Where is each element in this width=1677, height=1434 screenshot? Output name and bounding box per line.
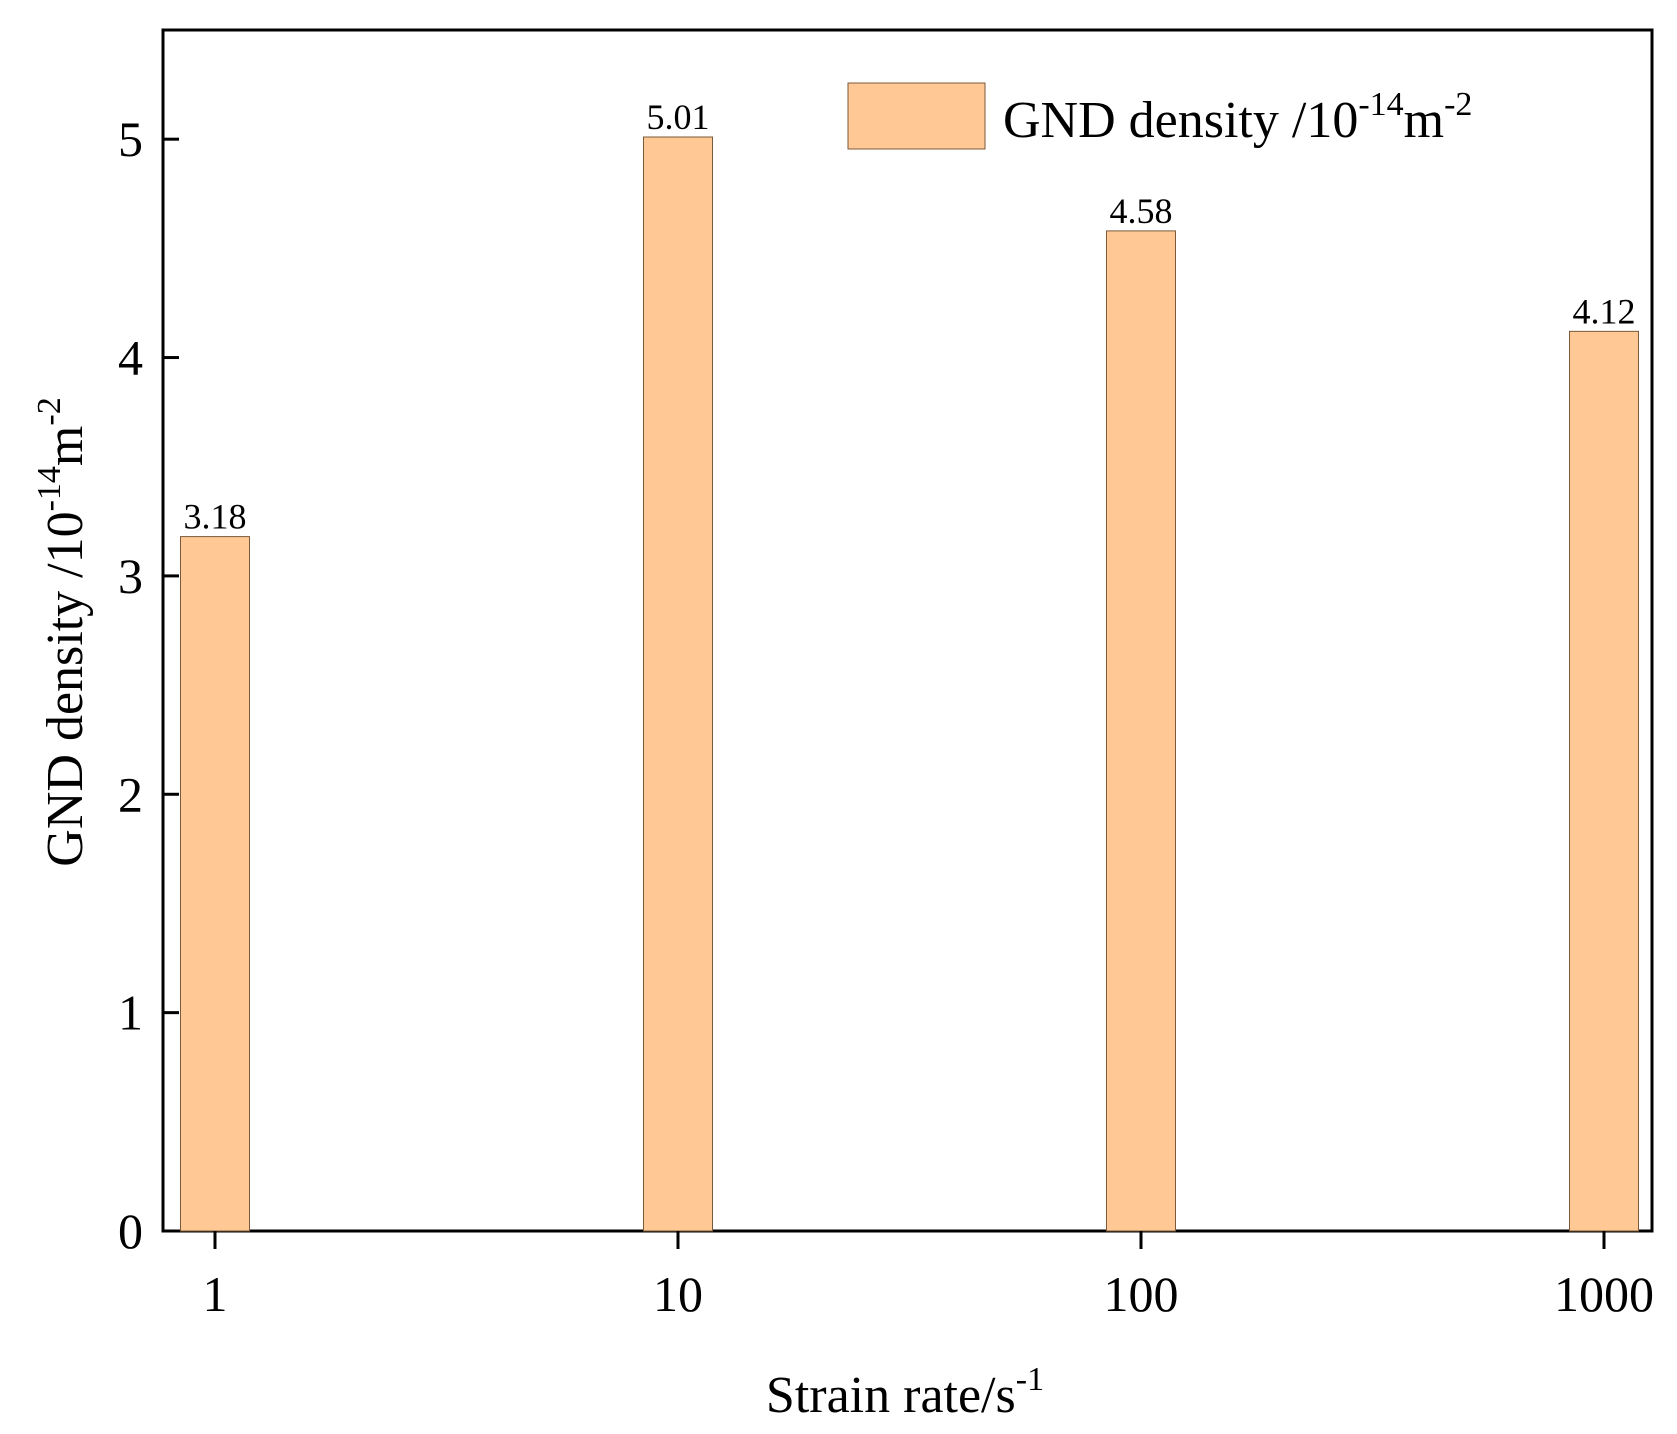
bar-value-label: 5.01 <box>647 97 710 137</box>
x-tick-label: 100 <box>1104 1266 1179 1322</box>
legend-swatch <box>847 82 986 150</box>
y-tick-label: 1 <box>118 985 143 1041</box>
bar-value-label: 4.12 <box>1573 291 1636 331</box>
y-axis: 0 1 2 3 4 5 <box>118 111 179 1259</box>
y-tick-label: 0 <box>118 1203 143 1259</box>
y-tick-label: 5 <box>118 111 143 167</box>
y-axis-title: GND density /10-14m-2 <box>31 397 94 866</box>
bar-1 <box>180 536 250 1232</box>
bar-1000 <box>1569 330 1639 1232</box>
bar-100 <box>1106 230 1176 1232</box>
x-axis-title: Strain rate/s-1 <box>766 1361 1044 1424</box>
y-tick-label: 3 <box>118 548 143 604</box>
bar-value-label: 3.18 <box>184 497 247 537</box>
legend: GND density /10-14m-2 <box>847 82 1472 150</box>
x-tick-label: 1000 <box>1554 1266 1654 1322</box>
x-tick-label: 10 <box>653 1266 703 1322</box>
legend-label: GND density /10-14m-2 <box>1003 86 1472 149</box>
x-tick-label: 1 <box>203 1266 228 1322</box>
plot-frame <box>161 28 1654 1233</box>
y-tick-label: 2 <box>118 766 143 822</box>
bar-value-label: 4.58 <box>1110 191 1173 231</box>
bars-layer: 3.18 5.01 4.58 4.12 <box>180 97 1639 1232</box>
bar-10 <box>643 136 713 1232</box>
y-tick-label: 4 <box>118 330 143 386</box>
x-axis: 1 10 100 1000 <box>203 1231 1654 1322</box>
